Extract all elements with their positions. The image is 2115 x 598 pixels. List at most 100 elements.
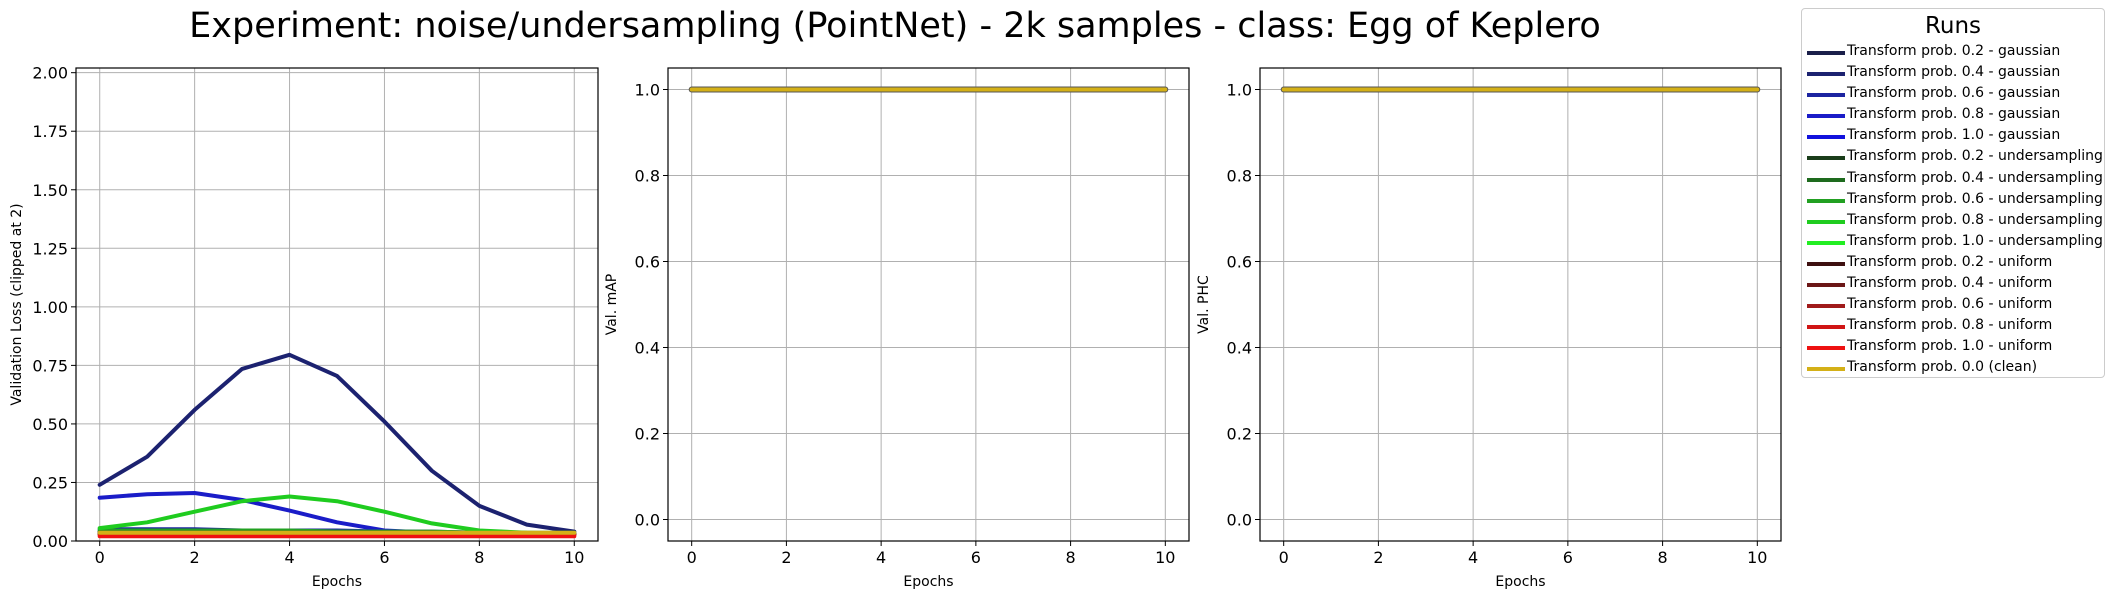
x-tick-label: 6: [1563, 548, 1573, 567]
legend-swatch: [1807, 219, 1845, 224]
legend-label: Transform prob. 0.2 - undersampling: [1847, 148, 2103, 165]
legend-swatch: [1807, 325, 1845, 330]
legend-label: Transform prob. 1.0 - undersampling: [1847, 232, 2103, 249]
legend: Runs Transform prob. 0.2 - gaussian Trans…: [1801, 8, 2105, 378]
legend-label: Transform prob. 0.2 - uniform: [1847, 253, 2053, 270]
x-tick-label: 4: [876, 548, 886, 567]
y-tick-label: 1.25: [32, 239, 68, 258]
legend-label: Transform prob. 0.8 - gaussian: [1847, 106, 2061, 123]
legend-entry: Transform prob. 1.0 - uniform: [1802, 337, 2104, 358]
legend-swatch: [1807, 346, 1845, 351]
y-tick-label: 0.0: [635, 511, 660, 530]
y-tick-label: 1.50: [32, 181, 68, 200]
y-tick-label: 0.8: [1227, 167, 1252, 186]
y-tick-label: 0.2: [1227, 425, 1252, 444]
y-tick-label: 0.6: [1227, 253, 1252, 272]
y-tick-label: 0.00: [32, 532, 68, 551]
x-axis-label: Epochs: [903, 574, 953, 590]
legend-entry: Transform prob. 0.2 - uniform: [1802, 253, 2104, 274]
y-tick-label: 0.8: [635, 167, 660, 186]
legend-label: Transform prob. 0.8 - uniform: [1847, 317, 2053, 334]
legend-title: Runs: [1924, 13, 1982, 39]
legend-entry: Transform prob. 0.4 - gaussian: [1802, 63, 2104, 84]
x-axis-label: Epochs: [312, 574, 362, 590]
legend-label: Transform prob. 0.4 - uniform: [1847, 275, 2053, 292]
x-tick-label: 2: [1373, 548, 1383, 567]
y-axis-label: Val. PHC: [1196, 275, 1212, 334]
legend-label: Transform prob. 0.0 (clean): [1847, 359, 2038, 376]
x-tick-label: 6: [379, 548, 389, 567]
x-tick-label: 2: [781, 548, 791, 567]
series-line: [97, 352, 577, 534]
x-tick-label: 10: [564, 548, 584, 567]
legend-entry: Transform prob. 0.6 - uniform: [1802, 295, 2104, 316]
legend-swatch: [1807, 72, 1845, 77]
legend-entry: Transform prob. 0.2 - undersampling: [1802, 147, 2104, 168]
chart-panel-1: 0 2 4 6 8 10 0.00 0.25 0.50 0.75 1.00 1.25 1.50 1.75 2…: [9, 64, 599, 590]
y-tick-label: 0.2: [635, 425, 660, 444]
legend-entry: Transform prob. 0.8 - uniform: [1802, 316, 2104, 337]
legend-swatch: [1807, 304, 1845, 309]
legend-entry: Transform prob. 0.2 - gaussian: [1802, 42, 2104, 63]
y-tick-label: 0.6: [635, 253, 660, 272]
x-axis-label: Epochs: [1495, 574, 1545, 590]
legend-swatch: [1807, 135, 1845, 140]
x-tick-label: 8: [1065, 548, 1075, 567]
legend-label: Transform prob. 0.4 - undersampling: [1847, 169, 2103, 186]
legend-swatch: [1807, 283, 1845, 288]
series-group: [97, 352, 577, 539]
figure-title: Experiment: noise/undersampling (PointNe…: [189, 6, 1601, 46]
y-axis-label: Val. mAP: [604, 274, 620, 336]
legend-entry: Transform prob. 0.4 - uniform: [1802, 274, 2104, 295]
x-tick-label: 6: [971, 548, 981, 567]
legend-entry: Transform prob. 0.0 (clean): [1802, 358, 2104, 379]
y-tick-label: 0.75: [32, 356, 68, 375]
legend-entry: Transform prob. 0.8 - gaussian: [1802, 105, 2104, 126]
x-tick-label: 10: [1155, 548, 1175, 567]
x-tick-label: 0: [95, 548, 105, 567]
legend-entry: Transform prob. 0.6 - undersampling: [1802, 190, 2104, 211]
legend-swatch: [1807, 93, 1845, 98]
legend-label: Transform prob. 0.6 - gaussian: [1847, 85, 2061, 102]
legend-entry: Transform prob. 0.8 - undersampling: [1802, 211, 2104, 232]
legend-label: Transform prob. 0.4 - gaussian: [1847, 64, 2061, 81]
y-tick-label: 1.0: [1227, 81, 1252, 100]
x-tick-label: 2: [190, 548, 200, 567]
x-tick-label: 4: [284, 548, 294, 567]
legend-label: Transform prob. 1.0 - uniform: [1847, 338, 2053, 355]
y-tick-label: 1.0: [635, 81, 660, 100]
legend-label: Transform prob. 0.6 - undersampling: [1847, 190, 2103, 207]
x-tick-label: 10: [1747, 548, 1767, 567]
y-tick-label: 0.4: [635, 339, 660, 358]
legend-label: Transform prob. 0.6 - uniform: [1847, 296, 2053, 313]
axes-frame: [667, 67, 1190, 542]
axes-frame: [1259, 67, 1782, 542]
legend-entry: Transform prob. 1.0 - undersampling: [1802, 232, 2104, 253]
y-tick-label: 0.25: [32, 473, 68, 492]
y-tick-label: 2.00: [32, 64, 68, 83]
y-tick-label: 0.50: [32, 415, 68, 434]
chart-panel-2: 0 2 4 6 8 10 0.0 0.2 0.4 0.6 0.8 1.0 Epochs Val. mAP: [604, 67, 1190, 590]
y-tick-label: 1.75: [32, 122, 68, 141]
x-tick-label: 0: [687, 548, 697, 567]
legend-label: Transform prob. 0.8 - undersampling: [1847, 211, 2103, 228]
legend-entry: Transform prob. 1.0 - gaussian: [1802, 126, 2104, 147]
legend-swatch: [1807, 156, 1845, 161]
legend-swatch: [1807, 198, 1845, 203]
x-tick-label: 4: [1468, 548, 1478, 567]
legend-swatch: [1807, 114, 1845, 119]
x-tick-label: 8: [474, 548, 484, 567]
axes-frame: [75, 67, 599, 542]
x-tick-label: 8: [1657, 548, 1667, 567]
legend-swatch: [1807, 240, 1845, 245]
y-tick-label: 0.0: [1227, 511, 1252, 530]
legend-label: Transform prob. 1.0 - gaussian: [1847, 127, 2061, 144]
y-tick-label: 0.4: [1227, 339, 1252, 358]
legend-swatch: [1807, 367, 1845, 372]
chart-panel-3: 0 2 4 6 8 10 0.0 0.2 0.4 0.6 0.8 1.0 Epochs Val. PHC: [1196, 67, 1782, 590]
legend-items: Transform prob. 0.2 - gaussian Transform …: [1802, 42, 2104, 380]
legend-swatch: [1807, 177, 1845, 182]
legend-entry: Transform prob. 0.4 - undersampling: [1802, 169, 2104, 190]
y-tick-label: 1.00: [32, 298, 68, 317]
